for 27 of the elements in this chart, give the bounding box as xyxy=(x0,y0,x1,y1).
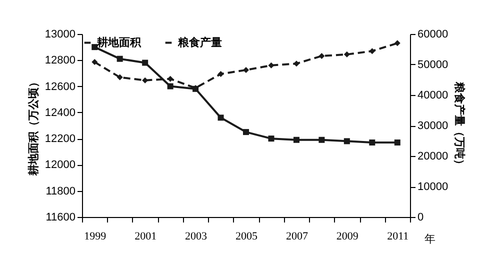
x-axis-title: 年 xyxy=(424,234,436,246)
series-label: 耕地面积 xyxy=(96,36,142,49)
y-axis-title: 耕地面积（万公顷） xyxy=(26,76,40,176)
y2-tick-label: 30000 xyxy=(418,120,448,132)
y-tick-label: 11600 xyxy=(46,212,76,224)
y-tick-label: 13000 xyxy=(44,28,76,40)
x-tick-label: 1999 xyxy=(84,230,107,242)
y-tick-label: 11800 xyxy=(46,185,76,198)
y-tick-label: 12000 xyxy=(44,159,76,172)
y2-tick-label: 10000 xyxy=(418,181,448,193)
y2-axis-title: 粮食产量（万吨） xyxy=(453,81,466,170)
x-tick-label: 2001 xyxy=(134,230,157,242)
legend-label: 粮食产量 xyxy=(177,36,222,49)
y2-tick-label: 40000 xyxy=(418,90,448,102)
y2-tick-label: 20000 xyxy=(418,150,448,162)
y2-tick-label: 50000 xyxy=(418,59,448,71)
y-tick-label: 12800 xyxy=(44,54,76,67)
y2-tick-label: 0 xyxy=(418,212,424,224)
x-tick-label: 2009 xyxy=(336,230,359,242)
y-tick-label: 12200 xyxy=(44,133,76,146)
y-tick-label: 12400 xyxy=(44,106,76,119)
x-tick-label: 2005 xyxy=(236,230,258,242)
x-tick-label: 2011 xyxy=(387,230,409,242)
y2-tick-label: 60000 xyxy=(418,28,448,40)
x-tick-label: 2007 xyxy=(286,230,308,242)
y-tick-label: 12600 xyxy=(44,80,76,93)
x-tick-label: 2003 xyxy=(185,230,208,242)
